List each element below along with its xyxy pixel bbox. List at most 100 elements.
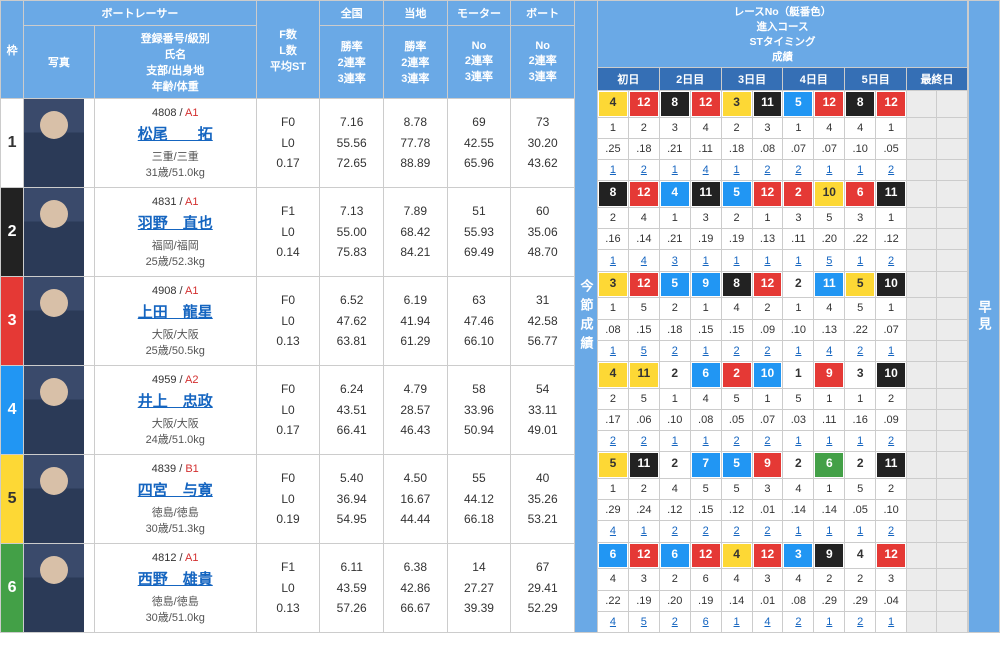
st-cell: .18 [721, 138, 752, 159]
racer-name-link[interactable]: 松尾 拓 [99, 123, 252, 144]
racer-name-link[interactable]: 井上 忠政 [99, 390, 252, 411]
result-link[interactable]: 2 [857, 345, 863, 357]
result-link[interactable]: 1 [610, 345, 616, 357]
blank-cell [907, 479, 937, 500]
blank-cell [937, 117, 968, 138]
racer-photo[interactable] [24, 188, 95, 277]
result-link[interactable]: 1 [857, 435, 863, 447]
racer-name-link[interactable]: 西野 雄貴 [99, 568, 252, 589]
st-cell: .14 [814, 500, 845, 521]
flst-cell: F0L00.13 [256, 277, 320, 366]
result-link[interactable]: 2 [857, 616, 863, 628]
result-link[interactable]: 2 [641, 164, 647, 176]
result-link[interactable]: 1 [703, 255, 709, 267]
waku-cell: 6 [1, 544, 24, 633]
result-link[interactable]: 1 [672, 435, 678, 447]
racer-name-link[interactable]: 四宮 与寛 [99, 479, 252, 500]
result-link[interactable]: 1 [795, 345, 801, 357]
st-cell: .07 [814, 138, 845, 159]
race-no-cell: 8 [659, 91, 690, 118]
result-link-cell: 1 [690, 250, 721, 271]
result-link[interactable]: 2 [795, 164, 801, 176]
result-link[interactable]: 1 [857, 164, 863, 176]
st-cell: .29 [814, 590, 845, 611]
flst-cell: F0L00.17 [256, 366, 320, 455]
result-link[interactable]: 2 [764, 525, 770, 537]
result-link[interactable]: 4 [826, 345, 832, 357]
result-link[interactable]: 1 [826, 435, 832, 447]
result-link[interactable]: 5 [641, 345, 647, 357]
st-cell: .08 [690, 409, 721, 430]
result-link[interactable]: 4 [764, 616, 770, 628]
result-link[interactable]: 2 [764, 345, 770, 357]
national-cell: 6.1143.5957.26 [320, 544, 384, 633]
result-link-cell: 1 [690, 340, 721, 361]
result-link[interactable]: 2 [888, 255, 894, 267]
boat-cell: 3142.5856.77 [511, 277, 575, 366]
result-link[interactable]: 2 [734, 345, 740, 357]
result-link[interactable]: 6 [703, 616, 709, 628]
day-header: 4日目 [783, 68, 845, 91]
racer-name-link[interactable]: 上田 龍星 [99, 301, 252, 322]
result-link[interactable]: 2 [703, 525, 709, 537]
result-link[interactable]: 2 [610, 435, 616, 447]
result-link[interactable]: 2 [764, 164, 770, 176]
result-link[interactable]: 3 [672, 255, 678, 267]
result-link[interactable]: 1 [888, 345, 894, 357]
result-link[interactable]: 2 [734, 435, 740, 447]
result-link[interactable]: 2 [672, 345, 678, 357]
result-link[interactable]: 1 [734, 255, 740, 267]
hayami-tab[interactable]: 早見 [968, 0, 1000, 633]
result-link[interactable]: 1 [734, 164, 740, 176]
racer-photo[interactable] [24, 455, 95, 544]
racer-photo[interactable] [24, 99, 95, 188]
result-link[interactable]: 1 [795, 525, 801, 537]
result-link[interactable]: 1 [641, 525, 647, 537]
result-link[interactable]: 1 [857, 255, 863, 267]
racer-photo[interactable] [24, 544, 95, 633]
result-link[interactable]: 1 [610, 255, 616, 267]
result-link[interactable]: 4 [610, 525, 616, 537]
course-cell: 1 [876, 117, 907, 138]
result-link[interactable]: 1 [888, 616, 894, 628]
result-link[interactable]: 1 [795, 435, 801, 447]
result-link[interactable]: 1 [734, 616, 740, 628]
course-cell: 2 [876, 388, 907, 409]
result-link[interactable]: 4 [641, 255, 647, 267]
result-link[interactable]: 1 [795, 255, 801, 267]
result-link[interactable]: 4 [610, 616, 616, 628]
result-link[interactable]: 2 [734, 525, 740, 537]
result-link[interactable]: 2 [641, 435, 647, 447]
racer-photo[interactable] [24, 366, 95, 455]
blank-cell [937, 521, 968, 542]
st-cell: .09 [752, 319, 783, 340]
result-link[interactable]: 2 [764, 435, 770, 447]
result-link[interactable]: 2 [672, 525, 678, 537]
result-link[interactable]: 1 [826, 616, 832, 628]
result-link[interactable]: 1 [610, 164, 616, 176]
result-link[interactable]: 2 [795, 616, 801, 628]
result-link[interactable]: 1 [764, 255, 770, 267]
racer-photo[interactable] [24, 277, 95, 366]
result-link[interactable]: 5 [826, 255, 832, 267]
result-link[interactable]: 1 [703, 345, 709, 357]
result-link[interactable]: 1 [826, 164, 832, 176]
racer-name-link[interactable]: 羽野 直也 [99, 212, 252, 233]
result-link[interactable]: 1 [672, 164, 678, 176]
result-link[interactable]: 1 [857, 525, 863, 537]
result-link[interactable]: 2 [888, 525, 894, 537]
course-cell: 1 [659, 208, 690, 229]
result-link[interactable]: 2 [672, 616, 678, 628]
st-cell: .14 [721, 590, 752, 611]
result-link[interactable]: 1 [703, 435, 709, 447]
st-cell: .08 [598, 319, 629, 340]
result-link[interactable]: 1 [826, 525, 832, 537]
race-no-cell: 2 [783, 271, 814, 298]
course-cell: 4 [628, 208, 659, 229]
result-link[interactable]: 4 [703, 164, 709, 176]
result-link[interactable]: 5 [641, 616, 647, 628]
result-link[interactable]: 2 [888, 435, 894, 447]
st-cell: .05 [721, 409, 752, 430]
result-link[interactable]: 2 [888, 164, 894, 176]
course-cell: 1 [783, 298, 814, 319]
